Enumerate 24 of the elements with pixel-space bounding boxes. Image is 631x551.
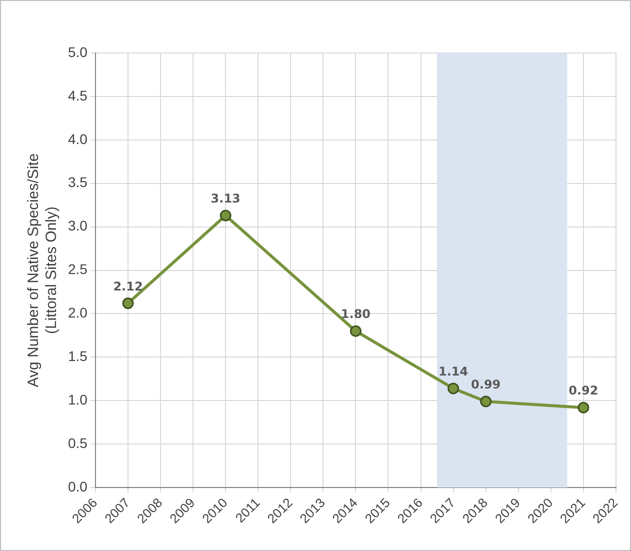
y-tick-label: 4.5: [68, 87, 88, 104]
data-label: 1.14: [438, 364, 468, 379]
y-tick-label: 0.0: [68, 478, 88, 494]
y-tick-label: 3.5: [68, 174, 88, 190]
point: [220, 210, 232, 222]
y-tick-label: 1.5: [68, 348, 88, 364]
y-axis-title: Avg Number of Native Species/Site (Littoral Sites Only): [25, 153, 60, 388]
data-label: 3.13: [210, 192, 240, 206]
point: [122, 298, 134, 310]
point: [578, 402, 590, 414]
point: [350, 325, 362, 337]
y-tick-label: 1.0: [68, 391, 88, 408]
y-tick-label: 2.0: [68, 304, 88, 321]
y-tick-label: 5.0: [68, 44, 88, 60]
data-label: 0.92: [568, 384, 598, 398]
y-tick-label: 2.5: [68, 261, 88, 278]
point: [480, 396, 492, 408]
y-tick-label: 3.0: [68, 218, 88, 234]
y-tick-label: 4.0: [68, 130, 88, 147]
point: [448, 382, 460, 394]
y-tick-label: 0.5: [68, 434, 88, 451]
data-label: 2.12: [113, 279, 143, 294]
data-label: 0.99: [471, 378, 501, 392]
data-label: 1.80: [340, 307, 371, 322]
